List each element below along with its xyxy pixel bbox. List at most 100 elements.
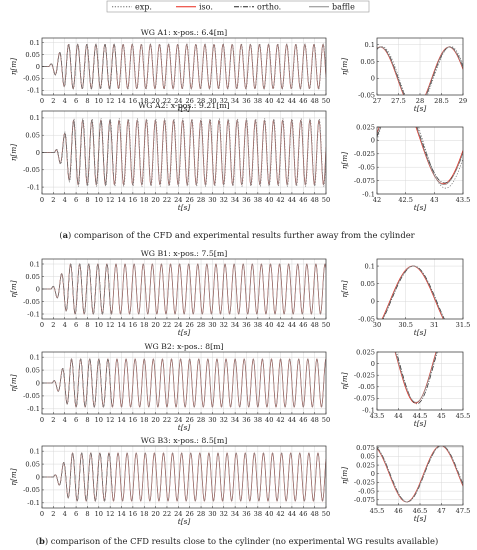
x-tick-label: 18 <box>140 416 148 424</box>
chart-panel-8: 43.5 44 44.5 45 45.5 0.025 0 -0.025 -0.05 -0.075 -… <box>340 348 471 428</box>
legend-label-iso: iso. <box>199 3 213 12</box>
x-tick-label: 2 <box>51 196 55 204</box>
x-tick-label: 18 <box>140 510 148 518</box>
x-tick-label: 12 <box>106 321 114 329</box>
x-tick-label: 4 <box>63 196 67 204</box>
x-tick-label: 6 <box>74 97 78 105</box>
x-axis-label: t[s] <box>414 328 427 337</box>
series-line-ortho <box>382 265 445 319</box>
y-tick-label: 0.025 <box>356 123 375 131</box>
y-tick-label: -0.1 <box>27 499 40 507</box>
x-tick-label: 4 <box>63 97 67 105</box>
x-tick-label: 14 <box>117 416 125 424</box>
x-tick-label: 0 <box>40 97 44 105</box>
x-tick-label: 10 <box>95 97 103 105</box>
x-tick-label: 48 <box>310 321 318 329</box>
x-tick-label: 31 <box>430 321 438 329</box>
x-tick-label: 2 <box>51 97 55 105</box>
y-tick-label: -0.1 <box>27 310 40 318</box>
y-tick-label: 0.05 <box>360 280 375 288</box>
series-line-ortho <box>377 446 463 503</box>
x-tick-label: 44 <box>288 510 296 518</box>
x-tick-label: 46 <box>394 507 402 515</box>
x-tick-label: 38 <box>254 510 262 518</box>
chart-panel-3: 0 2 4 6 8 10 12 14 16 18 20 22 24 26 28 30 32 34 36 38 40 42 4… <box>9 101 330 212</box>
x-tick-label: 12 <box>106 97 114 105</box>
chart-panel-5: 0 2 4 6 8 10 12 14 16 18 20 22 24 26 28 30 32 34 36 38 40 42 4… <box>9 249 330 337</box>
x-tick-label: 6 <box>74 321 78 329</box>
x-tick-label: 27.5 <box>391 97 406 105</box>
x-tick-label: 43.5 <box>456 196 471 204</box>
chart-frame <box>376 258 464 320</box>
x-tick-label: 24 <box>174 321 182 329</box>
x-tick-label: 26 <box>185 416 193 424</box>
x-tick-label: 40 <box>265 97 273 105</box>
x-tick-label: 30.5 <box>398 321 413 329</box>
chart-series-group <box>42 358 326 408</box>
x-tick-label: 20 <box>151 321 159 329</box>
x-tick-label: 32 <box>220 321 228 329</box>
series-line-baffle <box>382 265 445 319</box>
legend-label-baffle: baffle <box>332 3 355 12</box>
y-tick-label: -0.05 <box>23 392 40 400</box>
y-tick-label: 0 <box>371 470 375 478</box>
y-axis-label: η[m] <box>340 372 349 389</box>
x-tick-label: 12 <box>106 510 114 518</box>
x-tick-label: 46 <box>299 196 307 204</box>
x-tick-label: 16 <box>129 321 137 329</box>
x-tick-label: 16 <box>129 196 137 204</box>
x-tick-label: 8 <box>85 97 89 105</box>
series-line-baffle <box>395 352 437 403</box>
chart-panel-1: 0 2 4 6 8 10 12 14 16 18 20 22 24 26 28 30 32 34 36 38 40 42 4… <box>9 28 330 113</box>
x-tick-label: 22 <box>163 321 171 329</box>
x-axis-label: t[s] <box>414 514 427 523</box>
x-tick-label: 34 <box>231 510 239 518</box>
x-tick-label: 2 <box>51 416 55 424</box>
x-tick-label: 42 <box>373 196 381 204</box>
x-tick-label: 30 <box>208 416 216 424</box>
y-tick-label: 0 <box>36 473 40 481</box>
y-tick-label: 0.1 <box>30 447 41 455</box>
x-tick-label: 30 <box>373 321 381 329</box>
x-tick-label: 20 <box>151 97 159 105</box>
x-tick-label: 44.5 <box>413 412 428 420</box>
x-tick-label: 4 <box>63 321 67 329</box>
x-tick-label: 42 <box>276 321 284 329</box>
x-tick-label: 26 <box>185 321 193 329</box>
y-tick-label: -0.05 <box>358 315 375 323</box>
caption-b-label: b <box>39 536 45 546</box>
x-tick-label: 48 <box>310 196 318 204</box>
x-axis-label: t[s] <box>178 203 191 212</box>
x-tick-label: 38 <box>254 321 262 329</box>
x-tick-label: 28.5 <box>434 97 449 105</box>
y-tick-label: 0.05 <box>25 460 40 468</box>
x-tick-label: 14 <box>117 97 125 105</box>
y-tick-label: 0 <box>371 298 375 306</box>
x-tick-label: 8 <box>85 416 89 424</box>
y-tick-label: 0.075 <box>356 444 375 452</box>
x-axis-label: t[s] <box>178 517 191 526</box>
series-line-baffle <box>377 446 463 503</box>
caption-b-text: comparison of the CFD results close to t… <box>51 536 438 546</box>
chart-frame <box>376 126 464 195</box>
x-tick-label: 45.5 <box>456 412 471 420</box>
x-tick-label: 24 <box>174 97 182 105</box>
y-tick-label: -0.025 <box>354 479 375 487</box>
chart-series-group <box>42 452 326 502</box>
chart-panel-6: 30 30.5 31 31.5 0.1 0.05 0 -0.05 t[s] η[m] <box>340 258 470 337</box>
x-tick-label: 42.5 <box>398 196 413 204</box>
x-tick-label: 46.5 <box>413 507 428 515</box>
series-line-ortho <box>377 127 463 184</box>
x-tick-label: 2 <box>51 321 55 329</box>
x-tick-label: 14 <box>117 196 125 204</box>
x-tick-label: 24 <box>174 196 182 204</box>
x-tick-label: 12 <box>106 416 114 424</box>
x-tick-label: 18 <box>140 196 148 204</box>
x-tick-label: 30 <box>208 510 216 518</box>
y-axis-label: η[m] <box>340 152 349 169</box>
x-tick-label: 40 <box>265 416 273 424</box>
chart-series-group <box>42 43 326 90</box>
x-tick-label: 16 <box>129 97 137 105</box>
x-tick-label: 30 <box>208 97 216 105</box>
y-axis-label: η[m] <box>340 58 349 75</box>
